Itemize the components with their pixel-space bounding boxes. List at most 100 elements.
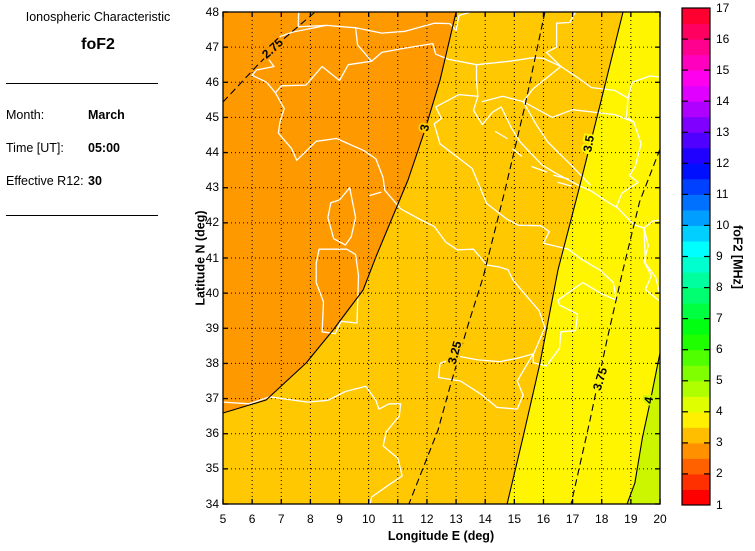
bosnia-croatia-north-border — [522, 100, 635, 123]
elba — [369, 191, 382, 197]
month-row: Month: March — [6, 108, 206, 122]
contour-3.75-line — [570, 148, 661, 505]
rhine-border — [297, 11, 328, 28]
x-tick-label-7: 7 — [277, 512, 285, 526]
y-tick-label-48: 48 — [205, 4, 219, 19]
contour-3.5-label: 3.5 — [580, 134, 597, 153]
colorbar-tick-label-1: 1 — [716, 497, 723, 512]
r12-value: 30 — [88, 174, 102, 188]
characteristic-name: foF2 — [81, 36, 115, 53]
island-hvar — [553, 174, 569, 180]
colorbar-tick-label-9: 9 — [716, 249, 723, 263]
x-tick-label-6: 6 — [248, 512, 256, 526]
sardinia — [315, 248, 360, 335]
contour-3.5-line — [506, 11, 624, 505]
x-tick-label-5: 5 — [219, 512, 227, 526]
colorbar-tick-label-6: 6 — [716, 342, 723, 357]
croatia-dalmatia-coast — [472, 95, 661, 296]
figure-title: Ionospheric Characteristic — [25, 10, 171, 24]
grid-lines — [223, 12, 660, 504]
month-label: Month: — [6, 108, 45, 122]
france-swiss-link — [251, 74, 277, 94]
y-tick-label-35: 35 — [205, 461, 219, 476]
colorbar-tick-label-13: 13 — [716, 124, 730, 139]
danube-border — [627, 75, 661, 99]
island-korcula — [557, 181, 572, 187]
colorbar-tick-label-7: 7 — [716, 311, 723, 326]
time-label: Time [UT]: — [6, 141, 64, 155]
colorbar-tick-label-14: 14 — [716, 93, 730, 108]
y-tick-label-37: 37 — [205, 391, 219, 406]
colorbar-tick-label-4: 4 — [716, 404, 723, 419]
colorbar-tick-label-3: 3 — [716, 435, 723, 450]
colorbar-tick-label-12: 12 — [716, 155, 730, 170]
colorbar-tick-label-17: 17 — [716, 0, 730, 15]
colorbar-tick-label-11: 11 — [716, 186, 729, 201]
colorbar-tick-label-5: 5 — [716, 373, 723, 388]
y-tick-label-39: 39 — [205, 320, 219, 335]
y-axis-label: Latitude N (deg) — [193, 210, 208, 306]
contour-3.25-line — [408, 11, 546, 505]
drina-montenegro-border — [615, 121, 642, 208]
contour-4-line — [626, 352, 661, 505]
x-tick-label-13: 13 — [449, 512, 463, 526]
x-tick-label-15: 15 — [507, 512, 521, 526]
panel-divider-top — [6, 83, 158, 84]
coastlines-and-borders — [222, 11, 661, 505]
hungary-croatia-border — [560, 65, 635, 123]
albania-inland-border — [643, 227, 660, 301]
y-tick-label-43: 43 — [205, 180, 219, 195]
y-tick-label-47: 47 — [205, 39, 219, 54]
y-tick-label-44: 44 — [205, 145, 219, 160]
r12-row: Effective R12: 30 — [6, 174, 206, 188]
time-value: 05:00 — [88, 141, 120, 155]
corsica — [327, 187, 357, 246]
x-tick-label-9: 9 — [336, 512, 343, 526]
time-row: Time [UT]: 05:00 — [6, 141, 206, 155]
y-tick-label-42: 42 — [205, 215, 219, 230]
panel-divider-bottom — [6, 215, 158, 216]
x-tick-label-20: 20 — [653, 512, 667, 526]
x-tick-label-19: 19 — [624, 512, 638, 526]
y-tick-label-40: 40 — [205, 285, 219, 300]
island-brac — [531, 165, 548, 173]
x-tick-label-10: 10 — [361, 512, 376, 526]
y-tick-label-41: 41 — [205, 250, 219, 265]
r12-label: Effective R12: — [6, 174, 84, 188]
switzerland — [251, 24, 373, 76]
colorbar-tick-label-10: 10 — [716, 217, 730, 232]
x-tick-label-17: 17 — [565, 512, 580, 526]
island-cres — [494, 130, 508, 140]
y-tick-label-34: 34 — [205, 496, 219, 511]
austria-slovenia-hungary-border — [475, 11, 577, 68]
colorbar-label: foF2 [MHz] — [730, 225, 745, 289]
island-pag — [512, 148, 523, 157]
x-axis-label: Longitude E (deg) — [387, 529, 495, 543]
x-tick-label-8: 8 — [307, 512, 314, 526]
y-tick-label-46: 46 — [205, 74, 219, 89]
italy — [274, 42, 617, 367]
colorbar-tick-label-2: 2 — [716, 466, 723, 481]
month-value: March — [88, 108, 125, 122]
austria-germany-border — [354, 11, 472, 34]
colorbar — [681, 7, 711, 506]
fof2-contour-lines — [222, 11, 661, 505]
x-tick-label-14: 14 — [478, 512, 492, 526]
north-africa-coast — [222, 385, 403, 505]
colorbar-tick-label-8: 8 — [716, 280, 723, 295]
x-tick-label-18: 18 — [595, 512, 609, 526]
contour-3-line — [222, 11, 457, 414]
colorbar-tick-label-15: 15 — [716, 62, 730, 77]
y-tick-label-45: 45 — [205, 109, 219, 124]
contour-2.75-line — [222, 11, 316, 103]
axes-frame — [222, 11, 661, 505]
x-tick-label-12: 12 — [420, 512, 434, 526]
sicily — [437, 353, 534, 410]
band-above-4-mhz — [627, 352, 660, 504]
montenegro-albania-border — [643, 219, 661, 229]
colorbar-tick-label-16: 16 — [716, 31, 730, 46]
y-tick-label-36: 36 — [205, 426, 219, 441]
bosnia-croatia-south-border — [522, 100, 591, 186]
